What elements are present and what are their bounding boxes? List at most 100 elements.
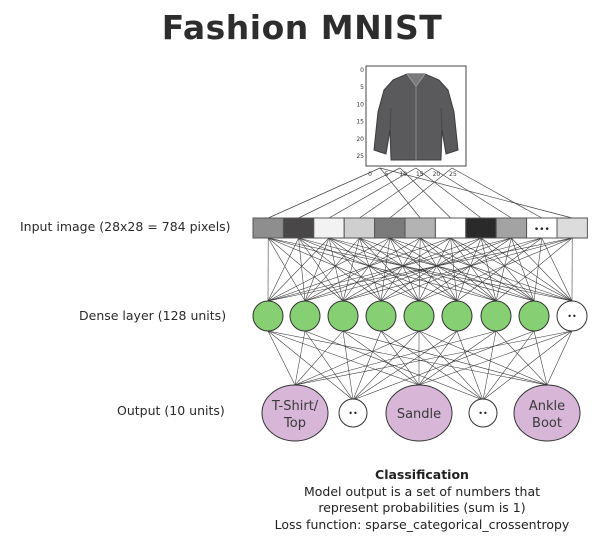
input-dense-edge: [511, 237, 535, 302]
input-dense-edge: [480, 237, 497, 302]
image-x-tick: 0: [368, 171, 372, 178]
dense-output-edge: [456, 330, 484, 401]
input-dense-edge: [511, 237, 573, 302]
dense-output-edge: [418, 330, 548, 386]
input-dense-edge: [342, 237, 360, 302]
dense-node: [403, 300, 435, 332]
input-pixel-cell: [282, 217, 315, 239]
input-dense-edge: [480, 237, 535, 302]
output-ellipsis-node: [468, 398, 498, 428]
input-pixel-cell: [465, 217, 497, 239]
image-y-tick: 5: [360, 84, 364, 91]
input-dense-edge: [298, 237, 306, 302]
output-node: [385, 384, 453, 442]
input-dense-edge: [328, 237, 382, 302]
output-label-line1: T-Shirt/: [271, 399, 319, 414]
classification-caption: Classification Model output is a set of …: [236, 467, 604, 533]
dense-output-edge: [418, 330, 458, 386]
image-y-tick: 0: [360, 67, 364, 74]
dense-output-edge: [482, 330, 497, 401]
image-x-tick: 25: [449, 171, 457, 178]
jacket-icon: [373, 73, 459, 161]
input-pixel-strip: •••: [252, 217, 588, 239]
page-title: Fashion MNIST: [161, 8, 443, 47]
dense-output-edge: [418, 330, 497, 386]
input-dense-edge: [328, 237, 344, 302]
dense-output-edge: [267, 330, 420, 386]
input-dense-edge: [298, 237, 344, 302]
image-y-ticks: 0 5 10 15 20 25: [356, 67, 364, 160]
caption-line-3: Loss function: sparse_categorical_crosse…: [274, 516, 570, 532]
input-dense-edge: [304, 237, 542, 302]
dense-output-edge: [495, 330, 548, 386]
dense-output-edge: [546, 330, 573, 386]
dense-node: [327, 300, 359, 332]
input-dense-edge: [267, 237, 512, 302]
input-pixel-cell: [404, 217, 436, 239]
input-dense-edge: [267, 237, 390, 302]
dense-node: [480, 300, 512, 332]
dense-output-edge: [482, 330, 535, 401]
image-fan-line: [298, 167, 401, 219]
dense-ellipsis: ••: [567, 312, 576, 321]
dense-output-edge: [267, 330, 354, 401]
input-dense-edge: [389, 237, 497, 302]
input-dense-edge: [380, 237, 421, 302]
image-fan-line: [431, 167, 512, 219]
input-pixel-cell: [252, 217, 284, 239]
input-dense-edge: [450, 237, 535, 302]
input-dense-edge: [495, 237, 573, 302]
input-dense-edge: [298, 237, 382, 302]
input-dense-edge: [359, 237, 382, 302]
dense-output-edge: [294, 330, 497, 386]
output-ellipsis: ••: [348, 409, 357, 418]
dense-output-edge: [380, 330, 420, 386]
input-dense-edge: [267, 237, 451, 302]
image-fan-line: [451, 167, 542, 219]
image-x-ticks: 0 5 10 15 20 25: [368, 171, 457, 178]
dense-output-edge: [304, 330, 354, 401]
input-pixel-cell: [374, 217, 406, 239]
dense-output-edge: [294, 330, 344, 386]
input-dense-edge: [359, 237, 458, 302]
output-ellipsis-node: [338, 398, 368, 428]
output-label: Sandle: [397, 407, 441, 422]
dense-output-edge: [294, 330, 573, 386]
input-dense-edge: [380, 237, 542, 302]
dense-output-edge: [342, 330, 420, 386]
dense-output-edge: [380, 330, 484, 401]
image-input-connections: [268, 167, 573, 219]
dense-output-edge: [352, 330, 458, 401]
output-layer-nodes: T-Shirt/Top •• Sandle •• Ankle Boot: [261, 384, 581, 442]
input-dense-connections: [267, 237, 573, 302]
input-dense-edge: [389, 237, 420, 302]
dense-output-edge: [342, 330, 548, 386]
input-dense-edge: [268, 237, 344, 302]
input-dense-edge: [342, 237, 512, 302]
dense-node: [518, 300, 550, 332]
image-fan-line: [399, 167, 451, 219]
input-dense-edge: [418, 237, 573, 302]
input-dense-edge: [418, 237, 512, 302]
dense-output-edge: [342, 330, 354, 401]
dense-output-edge: [294, 330, 420, 386]
image-fan-line: [268, 167, 381, 219]
input-dense-edge: [304, 237, 482, 302]
caption-line-2: represent probabilities (sum is 1): [318, 500, 526, 515]
image-y-tick: 15: [356, 119, 364, 126]
input-row-label: Input image (28x28 = 784 pixels): [20, 219, 231, 234]
input-dense-edge: [380, 237, 391, 302]
input-dense-edge: [267, 237, 299, 302]
image-fan-line: [379, 167, 421, 219]
input-pixel-cell: [343, 217, 376, 239]
dense-layer-nodes: ••: [252, 300, 588, 332]
input-dense-edge: [304, 237, 360, 302]
input-dense-edge: [419, 237, 458, 302]
output-label-line2: Boot: [532, 416, 562, 431]
dense-output-edge: [482, 330, 573, 401]
input-ellipsis: •••: [534, 225, 550, 235]
dense-output-edge: [294, 330, 306, 386]
caption-heading: Classification: [375, 467, 469, 482]
input-dense-edge: [342, 237, 391, 302]
